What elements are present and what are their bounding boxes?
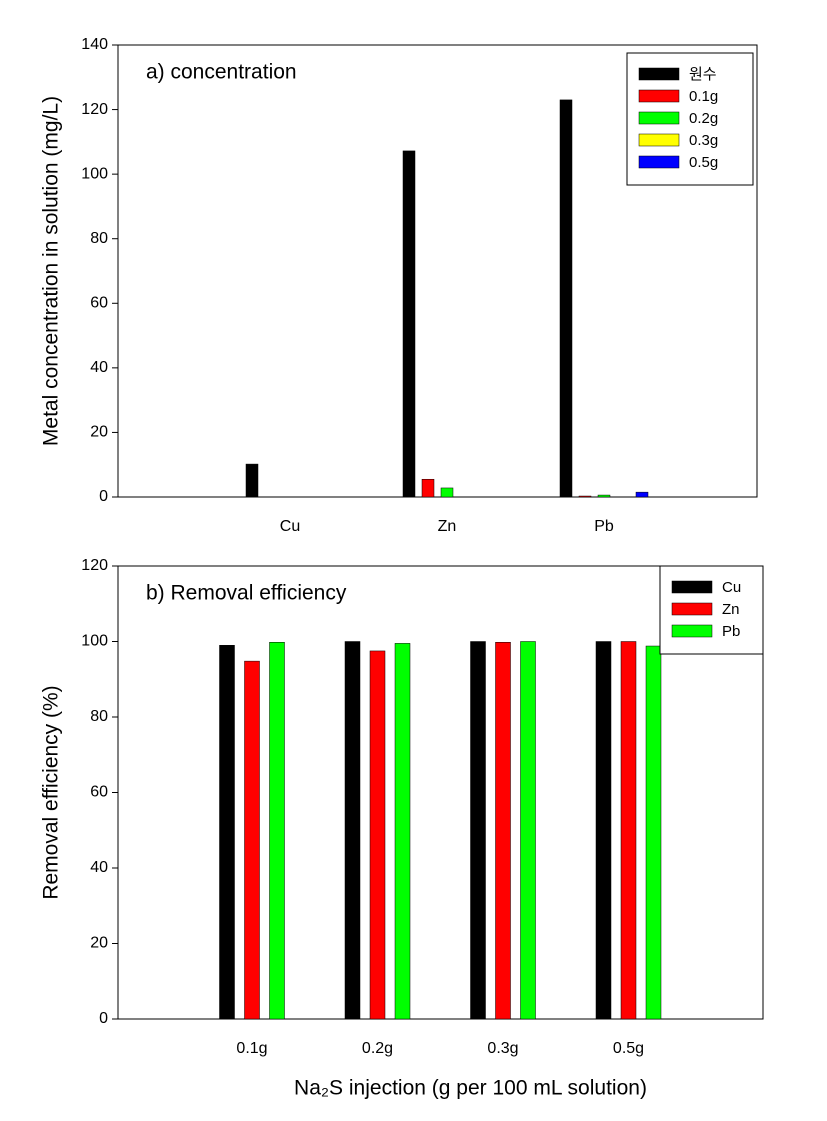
y-axis-label: Removal efficiency (%): [40, 685, 63, 899]
y-tick-label: 120: [81, 101, 108, 118]
legend-label: 0.3g: [689, 132, 718, 149]
bar: [597, 494, 611, 498]
legend-swatch: [671, 624, 713, 638]
y-tick-label: 20: [90, 424, 108, 441]
x-tick-label: 0.1g: [236, 1040, 267, 1057]
bar: [421, 478, 435, 498]
y-tick-label: 140: [81, 36, 108, 53]
bar: [620, 641, 637, 1020]
bar: [635, 491, 649, 498]
y-tick-label: 0: [99, 1010, 108, 1027]
legend-swatch: [638, 111, 680, 125]
bar: [595, 641, 612, 1020]
bar: [369, 650, 386, 1020]
y-tick-label: 20: [90, 935, 108, 952]
y-tick-label: 80: [90, 230, 108, 247]
x-tick-label: Zn: [438, 518, 457, 535]
y-tick-label: 40: [90, 859, 108, 876]
legend-swatch: [671, 580, 713, 594]
y-tick-label: 80: [90, 708, 108, 725]
y-tick-label: 40: [90, 359, 108, 376]
legend-label: Zn: [722, 601, 740, 618]
legend-label: 0.2g: [689, 110, 718, 127]
bar: [559, 99, 573, 498]
annotation: a) concentration: [146, 61, 297, 84]
bar: [470, 641, 486, 1020]
legend-swatch: [638, 67, 680, 81]
bar: [495, 642, 511, 1020]
bar: [245, 463, 259, 498]
x-tick-label: Cu: [280, 518, 300, 535]
bar: [394, 643, 411, 1020]
bar: [645, 645, 662, 1020]
y-tick-label: 120: [81, 557, 108, 574]
x-axis-label: Na₂S injection (g per 100 mL solution): [294, 1077, 647, 1100]
bar: [578, 495, 592, 498]
legend-label: 0.5g: [689, 154, 718, 171]
bar: [244, 660, 260, 1020]
legend-label: Pb: [722, 623, 740, 640]
y-tick-label: 0: [99, 488, 108, 505]
legend-label: 0.1g: [689, 88, 718, 105]
legend-swatch: [638, 89, 680, 103]
legend: Cu Zn Pb: [659, 565, 764, 655]
x-tick-label: Pb: [594, 518, 614, 535]
x-tick-label: 0.5g: [613, 1040, 644, 1057]
legend-label: 원수: [689, 66, 717, 83]
x-tick-label: 0.3g: [487, 1040, 518, 1057]
legend-label: Cu: [722, 579, 741, 596]
bar: [344, 641, 361, 1020]
bar: [402, 150, 416, 498]
y-tick-label: 100: [81, 633, 108, 650]
legend-swatch: [638, 133, 680, 147]
y-tick-label: 60: [90, 295, 108, 312]
legend: 원수 0.1g 0.2g 0.3g 0.5g: [626, 52, 754, 186]
legend-swatch: [638, 155, 680, 169]
plot-frame: [117, 44, 758, 498]
y-axis-label: Metal concentration in solution (mg/L): [40, 96, 63, 446]
legend-swatch: [671, 602, 713, 616]
x-tick-label: 0.2g: [362, 1040, 393, 1057]
bar: [440, 487, 454, 498]
annotation: b) Removal efficiency: [146, 582, 347, 605]
bar: [520, 641, 536, 1020]
bar: [269, 642, 285, 1020]
y-tick-label: 100: [81, 165, 108, 182]
y-tick-label: 60: [90, 784, 108, 801]
bar: [219, 645, 235, 1020]
